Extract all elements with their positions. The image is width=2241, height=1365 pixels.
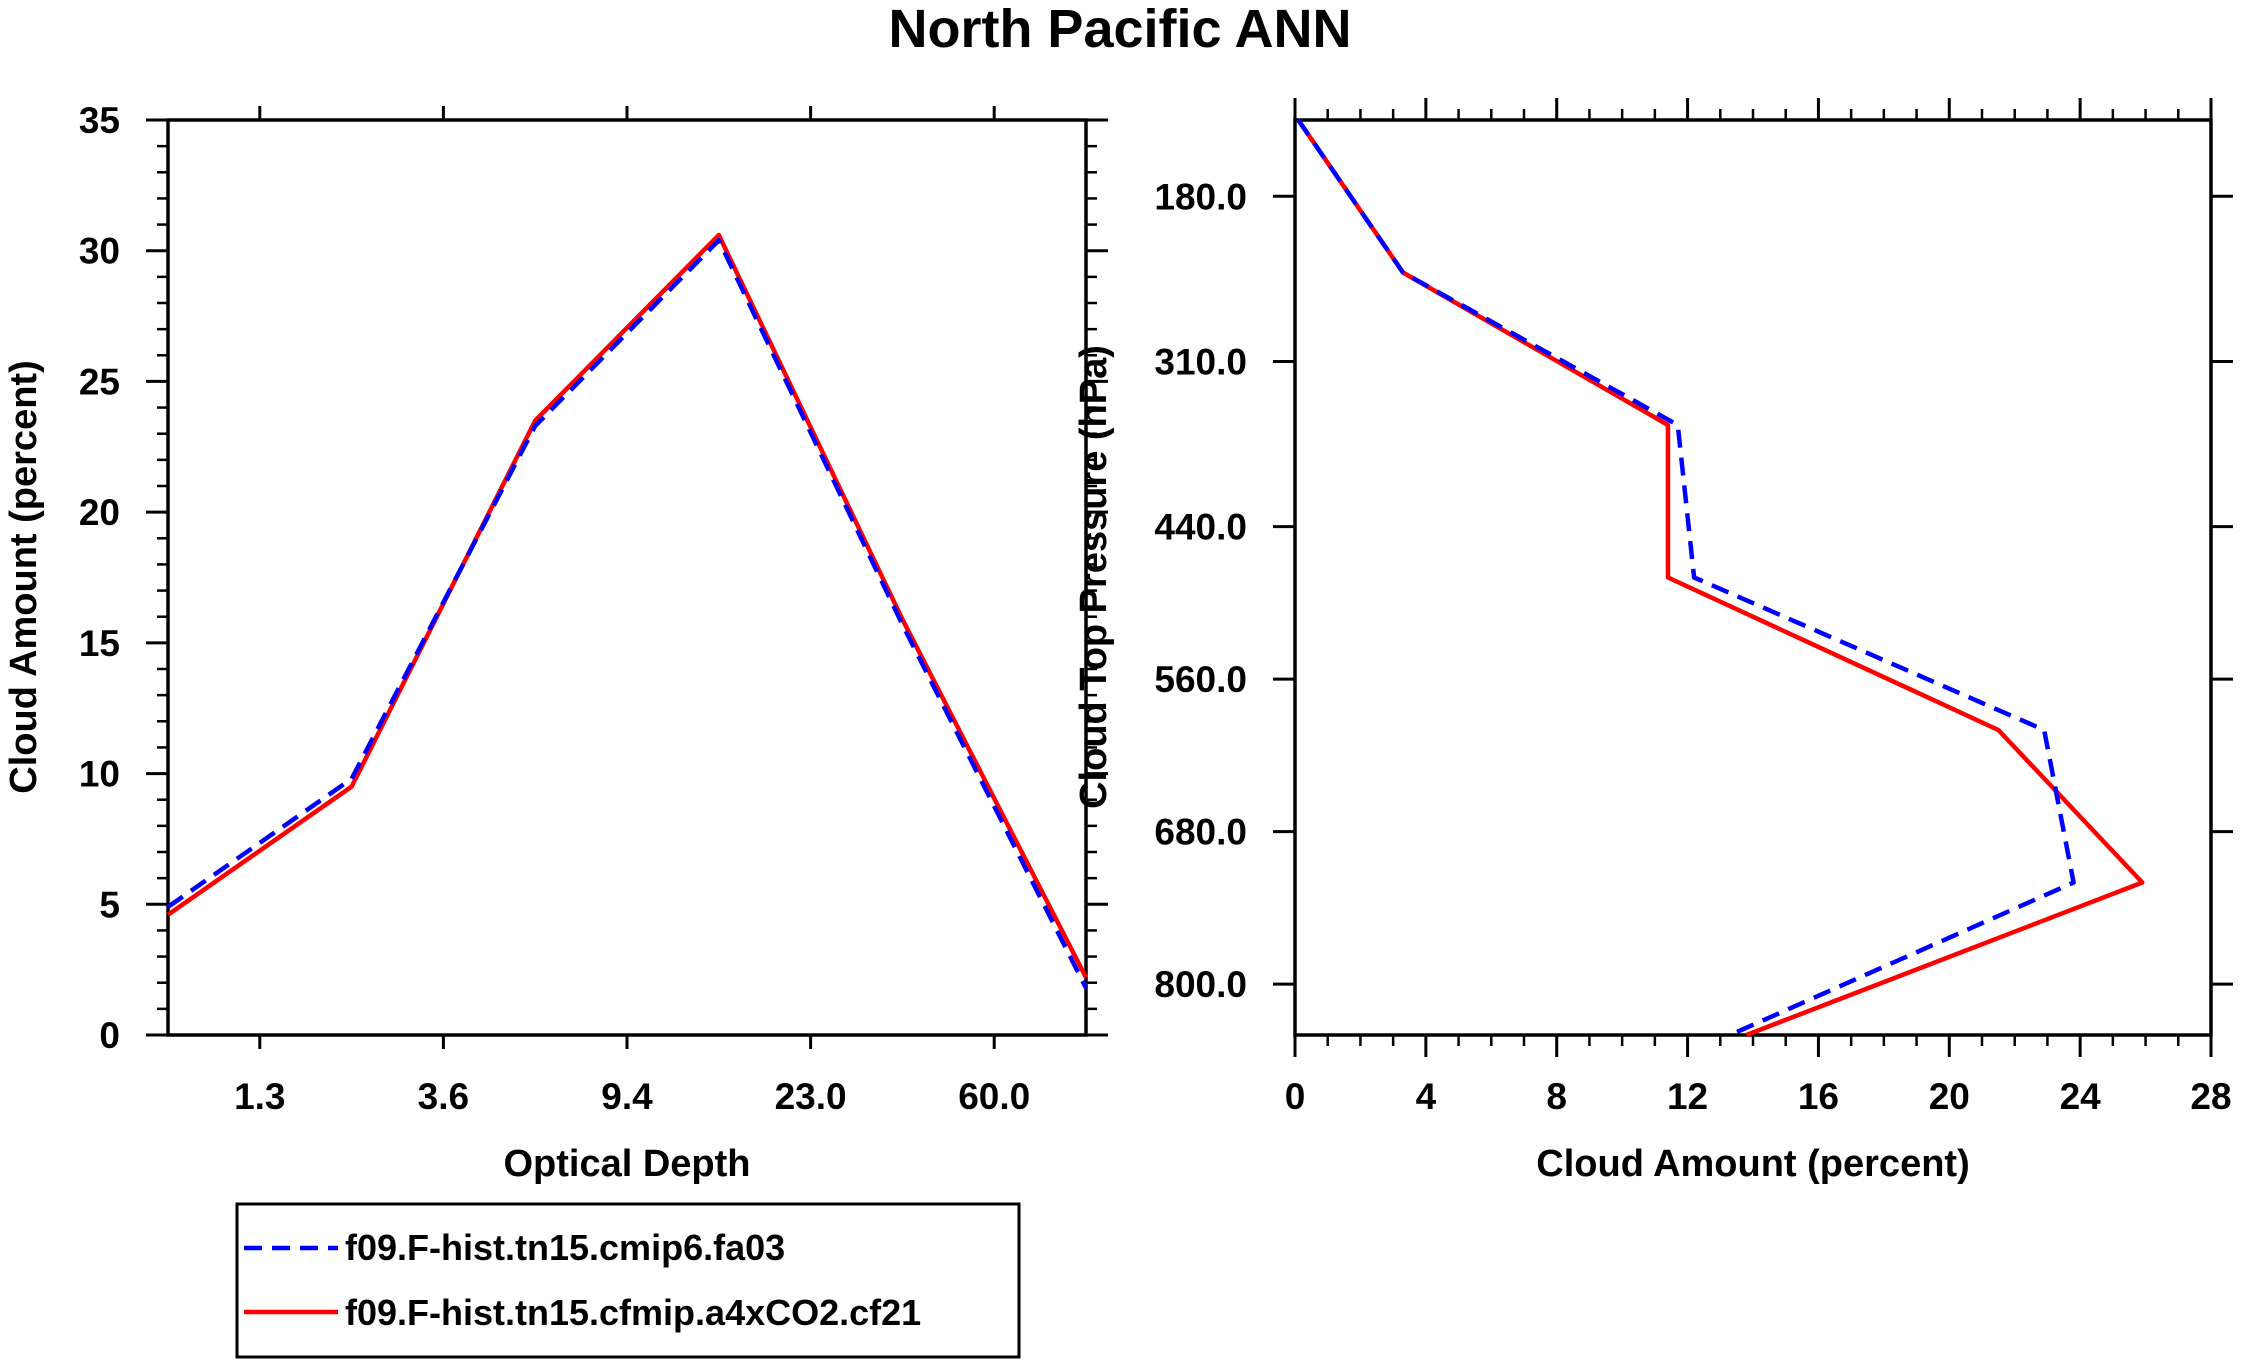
left-series-line-b [166,232,1089,979]
left-plot-frame [166,118,1088,1037]
right-x-tick-label: 28 [2190,1076,2231,1117]
right-y-tick-label: 560.0 [1154,659,1247,700]
right-y-tick-label: 180.0 [1154,176,1247,217]
left-series-line-a [166,238,1089,989]
legend-label-series-a: f09.F-hist.tn15.cmip6.fa03 [345,1227,785,1268]
right-x-tick-label: 16 [1798,1076,1839,1117]
figure-title: North Pacific ANN [888,0,1351,59]
left-y-tick-label: 15 [79,623,120,664]
left-y-tick-label: 20 [79,492,120,533]
right-y-tick-label: 310.0 [1154,341,1247,382]
left-x-axis-label: Optical Depth [503,1143,750,1185]
right-y-axis-label: Cloud Top Pressure (hPa) [1073,345,1115,809]
left-x-tick-label: 9.4 [601,1076,653,1117]
right-x-tick-label: 0 [1285,1076,1306,1117]
left-x-tick-label: 3.6 [418,1076,469,1117]
left-x-tick-label: 60.0 [958,1076,1030,1117]
right-x-axis-label: Cloud Amount (percent) [1536,1143,1969,1185]
left-chart: 1.3 3.6 9.4 23.0 60.0 0 5 10 15 20 25 30 35 Optical … [3,100,1108,1185]
right-x-tick-label: 20 [1929,1076,1970,1117]
right-y-tick-label: 800.0 [1154,964,1247,1005]
left-x-tick-label: 23.0 [775,1076,847,1117]
right-series-line-b [1296,118,2145,1038]
right-chart: 0 4 8 12 16 20 24 28 180.0 310.0 440.0 560.0 680.0 80… [1073,98,2233,1185]
left-y-tick-label: 30 [79,231,120,272]
left-x-tick-label: 1.3 [234,1076,285,1117]
left-y-axis-label: Cloud Amount (percent) [3,360,45,793]
left-y-tick-label: 25 [79,361,120,402]
right-x-tick-label: 12 [1667,1076,1708,1117]
legend: f09.F-hist.tn15.cmip6.fa03 f09.F-hist.tn… [235,1202,1021,1359]
left-y-tick-label: 0 [99,1015,120,1056]
legend-box [235,1202,1021,1359]
right-x-tick-label: 8 [1546,1076,1567,1117]
right-plot-frame [1293,118,2213,1037]
left-y-tick-label: 10 [79,754,120,795]
legend-label-series-b: f09.F-hist.tn15.cfmip.a4xCO2.cf21 [345,1292,921,1333]
left-y-tick-label: 35 [79,100,120,141]
right-x-tick-label: 24 [2060,1076,2102,1117]
right-series-line-a [1296,118,2076,1038]
right-y-tick-label: 680.0 [1154,812,1247,853]
right-y-tick-label: 440.0 [1154,507,1247,548]
left-y-tick-label: 5 [99,884,120,925]
right-x-tick-label: 4 [1416,1076,1437,1117]
